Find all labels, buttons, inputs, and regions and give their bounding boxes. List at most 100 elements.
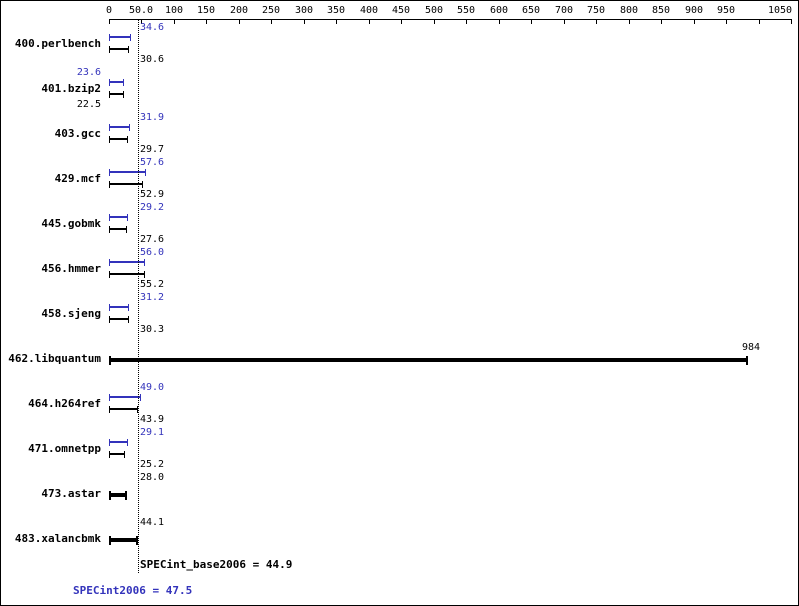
bar-end-cap <box>145 169 146 176</box>
bar <box>109 358 748 362</box>
bar <box>109 171 146 173</box>
bar <box>109 396 141 398</box>
bar-end-cap <box>144 259 145 266</box>
x-axis-tick-label: 250 <box>261 5 281 16</box>
x-axis-tick <box>336 19 337 24</box>
bar <box>109 48 129 50</box>
x-axis-tick <box>629 19 630 24</box>
x-axis-tick-label: 550 <box>456 5 476 16</box>
value-label: 25.2 <box>140 459 165 470</box>
bar-start-cap <box>109 491 111 500</box>
bar <box>109 441 128 443</box>
bar-start-cap <box>109 124 110 131</box>
x-axis-tick <box>206 19 207 24</box>
bar-start-cap <box>109 356 111 365</box>
x-axis-tick <box>791 19 792 24</box>
bar-start-cap <box>109 136 110 143</box>
x-axis-tick-label: 700 <box>554 5 574 16</box>
bar-end-cap <box>127 439 128 446</box>
value-label: 56.0 <box>140 247 165 258</box>
value-label: 43.9 <box>140 414 165 425</box>
x-axis-tick-label: 400 <box>359 5 379 16</box>
bar <box>109 93 124 95</box>
benchmark-label: 471.omnetpp <box>28 442 101 455</box>
bar-end-cap <box>136 536 138 545</box>
benchmark-label: 462.libquantum <box>8 352 101 365</box>
bar <box>109 216 128 218</box>
x-axis-tick-label: 650 <box>521 5 541 16</box>
value-label: 29.2 <box>140 202 165 213</box>
bar-start-cap <box>109 46 110 53</box>
bar-end-cap <box>746 356 748 365</box>
x-axis-tick <box>401 19 402 24</box>
value-label: 31.9 <box>140 112 165 123</box>
value-label: 29.7 <box>140 144 165 155</box>
bar <box>109 306 129 308</box>
bar <box>109 81 124 83</box>
x-axis-tick <box>661 19 662 24</box>
x-axis-tick-label: 300 <box>294 5 314 16</box>
value-label: 984 <box>742 342 761 353</box>
x-axis-tick <box>369 19 370 24</box>
value-label: 52.9 <box>140 189 165 200</box>
value-label: 23.6 <box>76 67 101 78</box>
value-label: 34.6 <box>140 22 165 33</box>
x-axis-tick-label: 200 <box>229 5 249 16</box>
x-axis-tick-label: 450 <box>391 5 411 16</box>
benchmark-label: 403.gcc <box>54 127 101 140</box>
bar-end-cap <box>130 34 131 41</box>
x-axis-tick <box>466 19 467 24</box>
benchmark-label: 401.bzip2 <box>41 82 101 95</box>
x-axis-tick-label: 950 <box>716 5 736 16</box>
x-axis-tick <box>141 19 142 24</box>
x-axis-tick <box>564 19 565 24</box>
x-axis-line <box>109 19 791 20</box>
bar-end-cap <box>144 271 145 278</box>
benchmark-label: 456.hmmer <box>41 262 101 275</box>
specint-base-summary: SPECint_base2006 = 44.9 <box>140 558 293 571</box>
bar <box>109 183 143 185</box>
bar-start-cap <box>109 271 110 278</box>
bar-start-cap <box>109 406 110 413</box>
bar <box>109 273 145 275</box>
value-label: 29.1 <box>140 427 165 438</box>
value-label: 30.6 <box>140 54 165 65</box>
bar <box>109 228 127 230</box>
x-axis-tick <box>271 19 272 24</box>
bar-end-cap <box>129 124 130 131</box>
bar-end-cap <box>124 451 125 458</box>
bar-end-cap <box>140 394 141 401</box>
bar-end-cap <box>128 46 129 53</box>
benchmark-label: 483.xalancbmk <box>14 532 101 545</box>
x-axis-tick <box>499 19 500 24</box>
bar-end-cap <box>127 214 128 221</box>
bar-start-cap <box>109 79 110 86</box>
benchmark-label: 400.perlbench <box>14 37 101 50</box>
x-axis-tick-label: 0 <box>105 5 113 16</box>
x-axis-tick-label: 350 <box>326 5 346 16</box>
x-axis-tick <box>759 19 760 24</box>
bar-start-cap <box>109 439 110 446</box>
bar <box>109 538 138 542</box>
bar-start-cap <box>109 91 110 98</box>
value-label: 22.5 <box>76 99 101 110</box>
x-axis-tick-label: 50.0 <box>128 5 154 16</box>
mean-reference-line <box>138 19 139 573</box>
bar <box>109 318 129 320</box>
bar <box>109 493 127 497</box>
x-axis-tick <box>531 19 532 24</box>
x-axis-tick <box>174 19 175 24</box>
bar-start-cap <box>109 169 110 176</box>
bar-end-cap <box>142 181 143 188</box>
benchmark-label: 473.astar <box>41 487 101 500</box>
bar-end-cap <box>123 91 124 98</box>
benchmark-label: 458.sjeng <box>41 307 101 320</box>
x-axis-tick <box>109 19 110 24</box>
x-axis-tick-label: 500 <box>424 5 444 16</box>
bar <box>109 36 131 38</box>
x-axis-tick <box>434 19 435 24</box>
bar <box>109 408 138 410</box>
bar <box>109 453 125 455</box>
